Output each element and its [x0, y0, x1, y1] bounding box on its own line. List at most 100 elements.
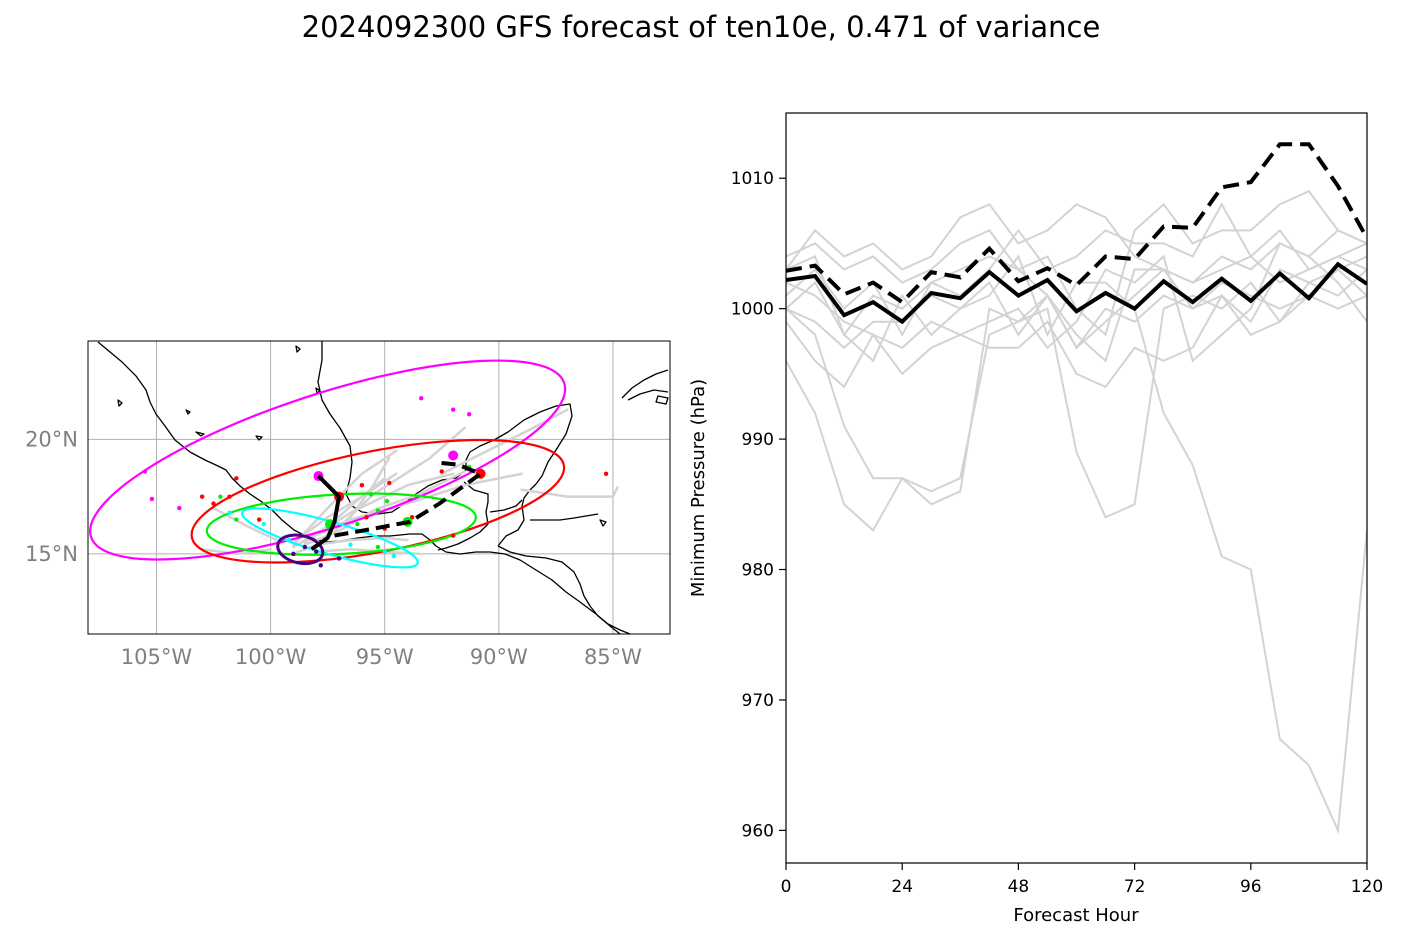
- forecast-position-indigo: [291, 551, 296, 557]
- ensemble-track: [292, 477, 386, 544]
- forecast-position-green: [375, 544, 381, 550]
- island-coast-small-1: [117, 399, 123, 407]
- coastline-mexico-gulf: [317, 341, 573, 515]
- forecast-position-red: [256, 517, 262, 522]
- track-map-panel: 105°W 100°W 95°W 90°W 85°W 15°N 20°N: [25, 340, 671, 669]
- island-coast-small-6: [255, 435, 263, 441]
- forecast-position-indigo: [336, 556, 342, 561]
- forecast-position-red: [439, 469, 444, 474]
- pressure-mean-lines: [786, 142, 1367, 325]
- x-tick-label: 48: [1008, 877, 1030, 897]
- pressure-ensemble-line: [786, 202, 1367, 337]
- island-coast-small-5: [195, 431, 205, 437]
- figure-title: 2024092300 GFS forecast of ten10e, 0.471…: [301, 10, 1101, 44]
- x-axis-label: Forecast Hour: [1013, 905, 1139, 926]
- border-mexico-guatemala: [437, 481, 489, 551]
- island-coast-small-4: [599, 519, 607, 527]
- uncertainty-ellipse-magenta: [89, 359, 567, 561]
- coastline-layer: [97, 341, 669, 634]
- forecast-position-red: [387, 480, 392, 486]
- forecast-position-red: [199, 494, 205, 499]
- map-lon-tick-label: 105°W: [121, 645, 193, 669]
- uncertainty-ellipse-indigo: [276, 533, 325, 566]
- pressure-frame: [785, 112, 1368, 864]
- forecast-position-green: [234, 517, 239, 522]
- ensemble-track: [314, 548, 421, 556]
- forecast-position-cyan: [348, 542, 353, 547]
- y-tick-label: 1000: [731, 300, 774, 320]
- coastline-cuba: [621, 369, 669, 399]
- map-lon-tick-label: 95°W: [356, 645, 414, 669]
- pressure-panel: 0 24 48 72 96 120 960 970 980 990 1000 1010 Forecas…: [688, 112, 1383, 926]
- coastline-central-america: [497, 545, 631, 634]
- pressure-plot-area: [786, 113, 1367, 863]
- forecast-position-magenta: [466, 412, 472, 417]
- forecast-position-green: [368, 492, 374, 497]
- y-tick-label: 960: [742, 821, 774, 841]
- ensemble-track: [349, 456, 391, 519]
- forecast-position-cyan: [382, 549, 387, 554]
- map-lon-tick-label: 85°W: [584, 645, 642, 669]
- forecast-position-red: [359, 483, 365, 488]
- y-tick-label: 980: [742, 561, 774, 581]
- forecast-position-cyan: [286, 537, 292, 543]
- forecast-position-red: [450, 533, 456, 538]
- forecast-position-indigo: [302, 544, 308, 550]
- forecast-position-magenta: [419, 396, 424, 401]
- pressure-ensemble-line: [786, 293, 1367, 389]
- forecast-position-magenta: [149, 496, 155, 502]
- map-lon-tick-label: 90°W: [470, 645, 528, 669]
- pressure-ensemble-line: [786, 268, 1367, 363]
- forecast-position-green: [384, 499, 390, 504]
- forecast-position-magenta: [448, 450, 459, 461]
- pressure-mean-solid: [786, 261, 1367, 325]
- x-tick-label: 0: [781, 877, 792, 897]
- y-tick-label: 1010: [731, 169, 774, 189]
- island-coast-small-3: [315, 387, 321, 394]
- mean-track-layer: [310, 460, 485, 551]
- forecast-position-red: [364, 515, 369, 520]
- map-frame: [87, 340, 671, 635]
- forecast-position-magenta: [177, 505, 182, 511]
- mean-track-dashed: [334, 460, 485, 538]
- coastline-mexico-pacific: [97, 341, 621, 634]
- forecast-position-red: [603, 471, 609, 476]
- pressure-ensemble-line: [786, 254, 1367, 835]
- forecast-position-green: [218, 494, 223, 499]
- y-tick-label: 970: [742, 691, 774, 711]
- pressure-ensemble-line: [786, 203, 1367, 284]
- map-lat-tick-label: 15°N: [25, 542, 78, 566]
- pressure-mean-dashed: [786, 142, 1367, 305]
- forecast-position-magenta: [142, 469, 148, 474]
- forecast-position-indigo: [318, 563, 323, 568]
- forecast-position-green: [375, 508, 381, 513]
- forecast-position-cyan: [261, 521, 266, 527]
- forecast-position-cyan: [227, 510, 232, 515]
- coastline-cuba-south: [627, 389, 669, 401]
- forecast-position-indigo: [314, 549, 319, 554]
- map-background: [88, 341, 670, 634]
- island-jamaica: [655, 395, 669, 405]
- map-lon-tick-label: 100°W: [235, 645, 307, 669]
- forecast-position-red: [234, 476, 239, 481]
- forecast-position-green: [355, 521, 360, 527]
- border-belize: [489, 499, 523, 513]
- forecast-position-red: [227, 494, 232, 499]
- island-coast-small-7: [185, 409, 191, 415]
- island-coast-small-2: [295, 345, 301, 353]
- x-tick-label: 72: [1124, 877, 1146, 897]
- map-lat-tick-label: 20°N: [25, 427, 78, 451]
- pressure-ensemble-line: [786, 255, 1367, 519]
- y-tick-label: 990: [742, 430, 774, 450]
- forecast-position-red: [211, 501, 216, 506]
- y-axis-label: Minimum Pressure (hPa): [688, 379, 709, 597]
- forecast-position-magenta: [450, 407, 456, 412]
- ensemble-track: [292, 449, 398, 546]
- mean-track-solid: [310, 474, 342, 551]
- coastline-honduras-north: [530, 513, 599, 521]
- x-tick-label: 96: [1240, 877, 1262, 897]
- map-tick-labels: 105°W 100°W 95°W 90°W 85°W 15°N 20°N: [25, 427, 642, 669]
- x-tick-label: 120: [1351, 877, 1383, 897]
- pressure-axis-ticks: 0 24 48 72 96 120 960 970 980 990 1000 1010: [731, 169, 1383, 897]
